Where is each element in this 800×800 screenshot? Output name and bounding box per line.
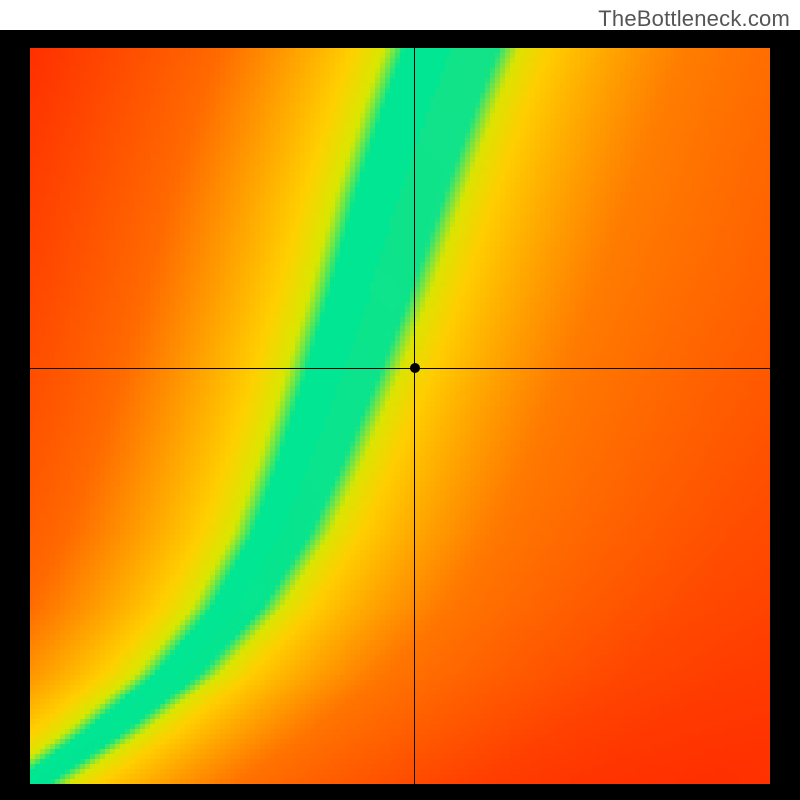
crosshair-horizontal bbox=[30, 368, 770, 369]
crosshair-marker bbox=[410, 363, 420, 373]
chart-frame bbox=[0, 30, 800, 800]
watermark-text: TheBottleneck.com bbox=[598, 6, 790, 32]
chart-container: TheBottleneck.com bbox=[0, 0, 800, 800]
heatmap-plot bbox=[30, 48, 770, 784]
crosshair-vertical bbox=[414, 48, 415, 784]
heatmap-canvas bbox=[30, 48, 770, 784]
